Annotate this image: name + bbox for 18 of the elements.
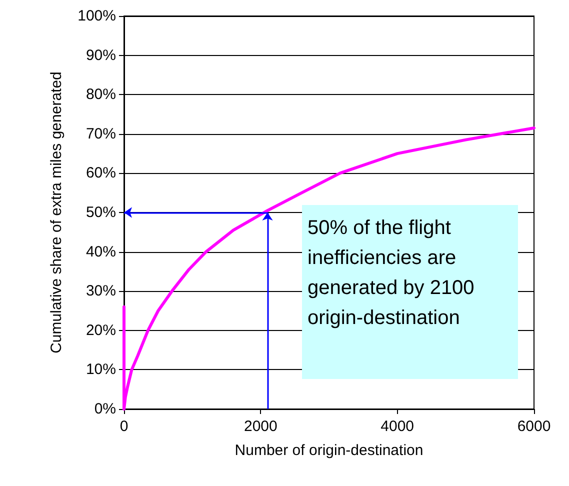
x-tick-label: 4000 [380,418,414,435]
y-axis-title: Cumulative share of extra miles generated [48,72,65,354]
y-tick-label: 50% [86,204,116,221]
y-tick-label: 80% [86,86,116,104]
x-tick-label: 0 [120,418,128,435]
y-tick-label: 20% [86,322,116,339]
y-tick-label: 30% [86,282,116,300]
y-tick-label: 10% [86,361,116,378]
note-box: 50% of the flight inefficiencies are generated by 2100 origin-destination [302,204,518,378]
x-axis-title: Number of origin-destination [234,442,424,459]
y-tick-label: 70% [86,125,116,142]
y-tick-label: 100% [78,8,116,24]
y-tick-label: 60% [86,164,116,182]
x-tick-label: 6000 [517,418,551,435]
x-tick-label: 2000 [244,418,278,435]
y-tick-label: 40% [86,243,116,260]
y-tick-label: 0% [94,400,116,418]
y-tick-label: 90% [86,46,116,64]
